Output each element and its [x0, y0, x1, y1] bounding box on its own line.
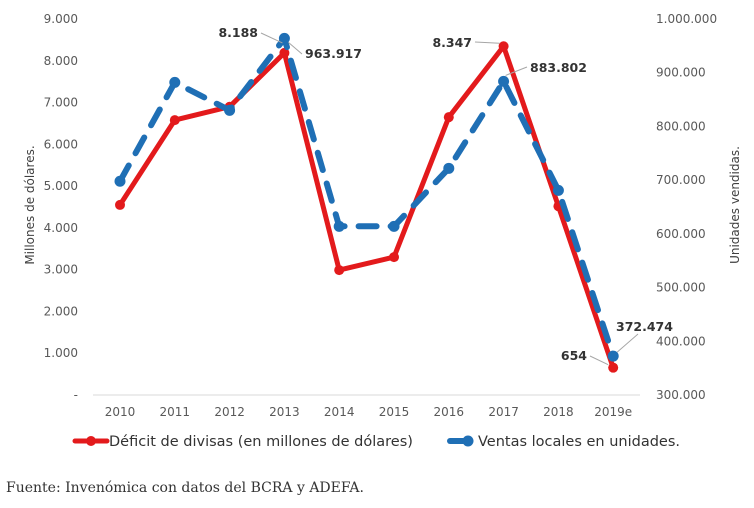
deficit-series-point	[169, 115, 180, 126]
sales-data-label-leader	[288, 42, 303, 55]
left-tick-label: 9.000	[44, 12, 78, 26]
deficit-data-label-leader	[260, 32, 283, 44]
sales-series-point	[169, 76, 181, 88]
sales-series-point	[552, 184, 564, 196]
sales-series-point	[388, 220, 400, 232]
deficit-series-point	[498, 41, 509, 52]
x-tick-label: 2016	[434, 405, 465, 419]
deficit-series-point	[389, 252, 399, 263]
x-tick-label: 2015	[379, 405, 410, 419]
sales-series-point	[607, 350, 619, 362]
right-tick-label: 600.000	[656, 227, 706, 241]
deficit-data-label-leader	[474, 41, 500, 44]
left-tick-label: 7.000	[44, 96, 78, 110]
source-note: Fuente: Invenómica con datos del BCRA y …	[6, 480, 364, 496]
left-tick-label: 8.000	[44, 54, 78, 68]
x-tick-label: 2014	[324, 405, 355, 419]
right-tick-label: 800.000	[656, 119, 706, 133]
sales-series-point	[224, 104, 236, 116]
legend-sales-swatch-marker	[462, 435, 474, 447]
right-tick-label: 400.000	[656, 334, 706, 348]
right-axis-title: Unidades vendidas.	[728, 146, 742, 264]
sales-series-point	[443, 162, 455, 174]
right-tick-label: 900.000	[656, 66, 706, 80]
x-tick-label: 2013	[269, 405, 300, 419]
x-tick-label: 2012	[214, 405, 245, 419]
left-axis-ticks: - 1.000 2.000 3.000 4.000 5.000 6.000 7.000 8.00…	[44, 12, 78, 402]
deficit-series-line	[117, 43, 616, 371]
x-tick-label: 2017	[488, 405, 519, 419]
line-chart: - 1.000 2.000 3.000 4.000 5.000 6.000 7.000 8.00…	[23, 12, 742, 450]
deficit-data-label-leader	[589, 355, 609, 366]
legend-sales-label: Ventas locales en unidades.	[478, 434, 680, 450]
deficit-series-point	[443, 112, 454, 123]
right-tick-label: 1.000.000	[656, 12, 717, 26]
left-tick-label: 1.000	[44, 346, 78, 360]
deficit-series-point	[115, 199, 125, 210]
sales-series-point	[498, 75, 510, 87]
sales-series-line	[117, 35, 617, 360]
right-tick-label: 500.000	[656, 281, 706, 295]
sales-data-label: 883.802	[530, 60, 587, 75]
sales-series-point	[278, 32, 290, 44]
sales-data-label: 372.474	[616, 319, 673, 334]
left-tick-label: 6.000	[44, 137, 78, 151]
sales-data-label: 963.917	[305, 46, 362, 61]
deficit-data-label: 8.188	[218, 25, 258, 40]
legend: Déficit de divisas (en millones de dólar…	[72, 434, 680, 450]
left-axis-title: Millones de dólares.	[23, 145, 37, 264]
legend-deficit-label: Déficit de divisas (en millones de dólar…	[109, 434, 413, 450]
legend-deficit-swatch-marker	[86, 436, 96, 446]
left-tick-label: 3.000	[44, 263, 78, 277]
left-tick-label: 2.000	[44, 304, 78, 318]
sales-data-label-leader	[616, 333, 639, 353]
sales-series-point	[333, 220, 345, 232]
deficit-series-point	[334, 265, 345, 276]
left-tick-label: 5.000	[44, 179, 78, 193]
deficit-data-label: 8.347	[432, 35, 472, 50]
x-tick-label: 2010	[105, 405, 136, 419]
deficit-series-point	[279, 47, 290, 58]
sales-series-point	[114, 175, 126, 187]
right-tick-label: 700.000	[656, 173, 706, 187]
deficit-series-point	[608, 362, 619, 373]
series-layer	[114, 32, 619, 373]
x-tick-label: 2019e	[594, 405, 632, 419]
x-axis-ticks: 2010 2011 2012 2013 2014 2015 2016 2017 2018 2019…	[105, 405, 632, 419]
left-tick-label: -	[74, 388, 78, 402]
right-axis-ticks: 300.000 400.000 500.000 600.000 700.000 800.0…	[656, 12, 717, 402]
right-tick-label: 300.000	[656, 388, 706, 402]
left-tick-label: 4.000	[44, 221, 78, 235]
sales-data-label-leader	[505, 66, 528, 76]
deficit-data-label: 654	[561, 348, 587, 363]
x-tick-label: 2018	[543, 405, 574, 419]
data-labels-layer: 8.188 8.347 654 963.917 883.802 372.474	[218, 25, 673, 366]
x-tick-label: 2011	[160, 405, 191, 419]
